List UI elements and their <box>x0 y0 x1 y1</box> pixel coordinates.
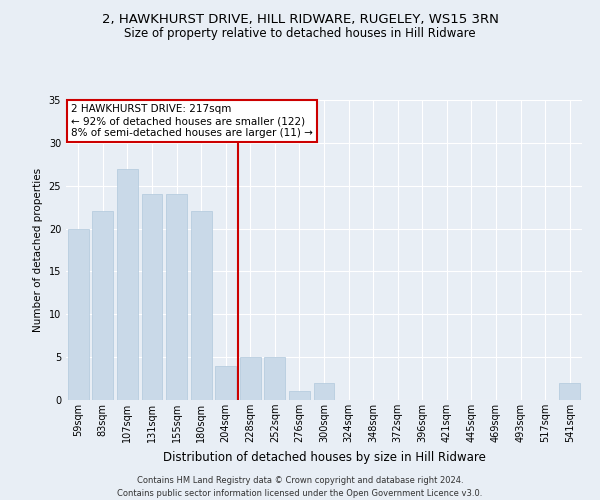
Text: 2, HAWKHURST DRIVE, HILL RIDWARE, RUGELEY, WS15 3RN: 2, HAWKHURST DRIVE, HILL RIDWARE, RUGELE… <box>101 12 499 26</box>
Bar <box>215 366 236 400</box>
Bar <box>240 357 261 400</box>
Y-axis label: Number of detached properties: Number of detached properties <box>33 168 43 332</box>
Text: Size of property relative to detached houses in Hill Ridware: Size of property relative to detached ho… <box>124 28 476 40</box>
Bar <box>265 357 286 400</box>
X-axis label: Distribution of detached houses by size in Hill Ridware: Distribution of detached houses by size … <box>163 450 485 464</box>
Bar <box>559 383 580 400</box>
Text: Contains HM Land Registry data © Crown copyright and database right 2024.: Contains HM Land Registry data © Crown c… <box>137 476 463 485</box>
Bar <box>142 194 163 400</box>
Bar <box>191 212 212 400</box>
Bar <box>314 383 334 400</box>
Bar <box>289 392 310 400</box>
Bar <box>117 168 138 400</box>
Text: 2 HAWKHURST DRIVE: 217sqm
← 92% of detached houses are smaller (122)
8% of semi-: 2 HAWKHURST DRIVE: 217sqm ← 92% of detac… <box>71 104 313 138</box>
Bar <box>68 228 89 400</box>
Bar <box>92 212 113 400</box>
Text: Contains public sector information licensed under the Open Government Licence v3: Contains public sector information licen… <box>118 489 482 498</box>
Bar <box>166 194 187 400</box>
